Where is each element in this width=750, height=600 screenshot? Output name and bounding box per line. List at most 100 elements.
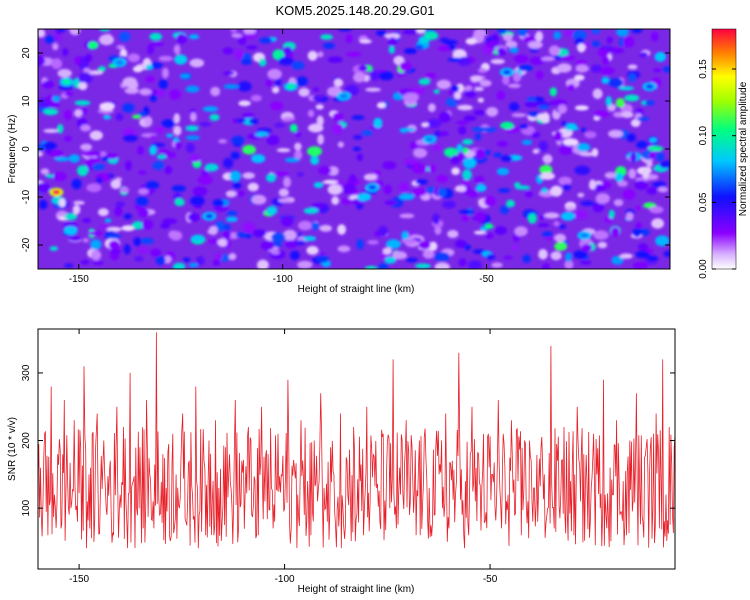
heatmap-blob <box>463 115 477 122</box>
heatmap-hotspot <box>339 93 348 99</box>
heatmap-blob <box>458 125 467 135</box>
heatmap-blob <box>574 105 589 111</box>
heatmap-blob <box>498 188 511 193</box>
heatmap-blob <box>303 207 319 214</box>
heatmap-hotspot <box>66 228 75 234</box>
heatmap-blob <box>133 237 142 247</box>
heatmap-blob <box>508 83 521 89</box>
heatmap-blob <box>475 211 487 223</box>
heatmap-blob <box>137 145 145 155</box>
heatmap-blob <box>494 226 507 235</box>
heatmap-blob <box>38 29 46 38</box>
heatmap-blob <box>138 188 149 195</box>
heatmap-blob <box>202 106 219 112</box>
heatmap-blob <box>138 170 147 175</box>
heatmap-blob <box>432 213 440 225</box>
heatmap-blob <box>115 113 124 121</box>
heatmap-blob <box>212 199 225 207</box>
heatmap-blob <box>535 70 544 80</box>
heatmap-blob <box>647 145 664 152</box>
heatmap-blob <box>641 168 650 179</box>
heatmap-blob <box>204 163 219 172</box>
heatmap-blob <box>283 176 291 188</box>
heatmap-blob <box>317 134 324 145</box>
heatmap-blob <box>57 123 64 134</box>
colorbar-tick-label: 0.10 <box>698 125 709 145</box>
heatmap-blob <box>51 58 63 70</box>
heatmap-blob <box>77 73 93 84</box>
heatmap-blob <box>434 226 442 235</box>
heatmap-blob <box>284 157 300 163</box>
heatmap-blob <box>156 89 166 97</box>
heatmap-blob <box>392 251 408 260</box>
heatmap-blob <box>158 149 169 153</box>
heatmap-blob <box>517 29 528 37</box>
heatmap-blob <box>657 186 669 193</box>
heatmap-blob <box>608 129 624 138</box>
heatmap-blob <box>82 218 92 223</box>
heatmap-blob <box>462 147 470 154</box>
heatmap-blob <box>524 191 534 198</box>
heatmap-blob <box>171 185 186 192</box>
colorbar-label: Normalized spectral amplitude <box>738 81 749 216</box>
heatmap-blob <box>623 36 635 48</box>
heatmap-blob <box>90 239 102 250</box>
heatmap-blob <box>574 74 585 81</box>
heatmap-blob <box>86 183 102 193</box>
heatmap-blob <box>338 29 352 32</box>
heatmap-blob <box>437 45 450 52</box>
heatmap-blob <box>437 187 447 198</box>
heatmap-blob <box>250 94 262 102</box>
heatmap-blob <box>433 89 440 94</box>
heatmap-blob <box>496 90 506 101</box>
heatmap-xlabel: Height of straight line (km) <box>298 284 415 295</box>
heatmap-blob <box>655 235 670 247</box>
heatmap-blob <box>618 86 635 91</box>
heatmap-blob <box>149 145 158 156</box>
heatmap-blob <box>467 189 478 198</box>
heatmap-blob <box>486 107 499 117</box>
heatmap-blob <box>455 239 467 249</box>
y-tick-label: 20 <box>21 47 32 59</box>
heatmap-blob <box>289 123 298 133</box>
heatmap-blob <box>565 125 579 131</box>
heatmap-blob <box>289 250 300 261</box>
heatmap-blob <box>622 189 636 200</box>
heatmap-blob <box>462 169 472 181</box>
heatmap-blob <box>553 130 563 142</box>
heatmap-blob <box>278 188 289 197</box>
heatmap-blob <box>398 193 415 201</box>
heatmap-blob <box>363 173 378 181</box>
snr-plot-area <box>38 329 675 569</box>
heatmap-blob <box>155 255 166 265</box>
heatmap-blob <box>80 143 92 151</box>
heatmap-blob <box>635 250 650 259</box>
heatmap-blob <box>137 247 150 254</box>
heatmap-blob <box>632 228 642 238</box>
heatmap-blob <box>543 212 560 219</box>
heatmap-blob <box>550 251 562 261</box>
heatmap-blob <box>83 68 91 73</box>
snr-line <box>38 332 675 549</box>
heatmap-blob <box>68 235 82 242</box>
heatmap-blob <box>541 231 553 238</box>
heatmap-blob <box>400 127 416 132</box>
heatmap-blob <box>89 130 103 141</box>
heatmap-blob <box>138 111 147 116</box>
colorbar-tick-label: 0.00 <box>698 259 709 279</box>
heatmap-blob <box>605 96 612 107</box>
y-tick-label: -10 <box>21 189 32 204</box>
heatmap-blob <box>536 113 548 121</box>
heatmap-blob <box>42 80 55 89</box>
heatmap-blob <box>662 66 670 73</box>
heatmap-blob <box>625 212 634 221</box>
heatmap-blob <box>412 187 427 197</box>
heatmap-blob <box>382 247 393 255</box>
heatmap-blob <box>123 213 132 220</box>
heatmap-blob <box>384 33 401 40</box>
heatmap-blob <box>577 43 586 53</box>
heatmap-blob <box>461 179 470 187</box>
heatmap-blob <box>436 79 451 90</box>
heatmap-blob <box>345 33 353 44</box>
